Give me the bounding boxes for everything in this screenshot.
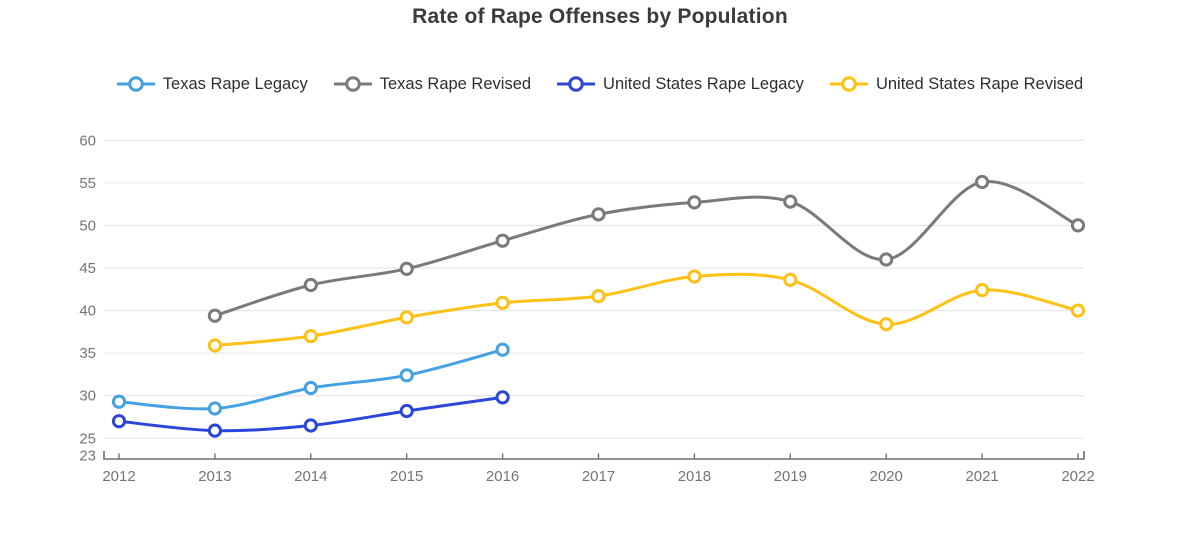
x-tick-label-2017: 2017 xyxy=(582,468,615,485)
x-tick-label-2018: 2018 xyxy=(678,468,711,485)
chart-title: Rate of Rape Offenses by Population xyxy=(412,5,788,28)
point-texas-rape-revised-2022 xyxy=(1070,218,1086,233)
point-united-states-rape-revised-2013 xyxy=(207,338,222,353)
point-texas-rape-legacy-2016 xyxy=(495,342,510,357)
legend-item-united-states-rape-revised[interactable]: United States Rape Revised xyxy=(829,74,1084,94)
legend-item-texas-rape-revised[interactable]: Texas Rape Revised xyxy=(333,74,532,94)
y-tick-label-25: 25 xyxy=(79,430,96,447)
x-tick-label-2012: 2012 xyxy=(102,468,135,485)
point-united-states-rape-revised-2014 xyxy=(303,329,318,344)
legend-item-united-states-rape-legacy[interactable]: United States Rape Legacy xyxy=(557,74,804,94)
x-tick-label-2021: 2021 xyxy=(965,468,998,485)
x-tick-label-2013: 2013 xyxy=(198,468,231,485)
point-united-states-rape-legacy-2012 xyxy=(111,414,127,429)
x-tick-label-2015: 2015 xyxy=(390,468,423,485)
point-united-states-rape-revised-2022 xyxy=(1070,303,1086,318)
point-united-states-rape-legacy-2016 xyxy=(495,390,510,405)
legend-item-texas-rape-legacy[interactable]: Texas Rape Legacy xyxy=(116,74,308,94)
y-tick-label-23: 23 xyxy=(79,447,96,464)
point-texas-rape-legacy-2015 xyxy=(399,368,414,383)
point-texas-rape-legacy-2014 xyxy=(303,380,318,396)
point-texas-rape-revised-2015 xyxy=(399,261,414,276)
y-tick-label-50: 50 xyxy=(79,217,96,234)
point-united-states-rape-legacy-2014 xyxy=(303,418,318,433)
point-united-states-rape-legacy-2015 xyxy=(399,403,414,419)
point-united-states-rape-revised-2019 xyxy=(783,272,798,287)
legend-marker-icon xyxy=(557,76,596,92)
point-texas-rape-revised-2013 xyxy=(207,308,222,323)
point-united-states-rape-revised-2018 xyxy=(687,269,702,284)
point-united-states-rape-revised-2021 xyxy=(975,283,990,298)
point-united-states-rape-revised-2016 xyxy=(495,295,510,310)
legend-marker-icon xyxy=(333,76,372,92)
point-united-states-rape-revised-2017 xyxy=(591,289,606,304)
series-line-united-states-rape-revised xyxy=(213,272,1080,347)
point-texas-rape-revised-2018 xyxy=(687,195,702,210)
x-tick-label-2014: 2014 xyxy=(294,468,327,485)
point-united-states-rape-revised-2015 xyxy=(399,310,414,325)
point-texas-rape-revised-2020 xyxy=(879,252,894,267)
y-tick-label-60: 60 xyxy=(79,132,96,149)
x-tick-label-2020: 2020 xyxy=(870,468,903,485)
x-axis-line xyxy=(103,451,1085,460)
legend-label: United States Rape Legacy xyxy=(603,74,804,93)
point-texas-rape-revised-2017 xyxy=(591,207,606,222)
point-texas-rape-legacy-2013 xyxy=(207,401,222,416)
point-texas-rape-revised-2019 xyxy=(783,194,798,209)
legend-label: Texas Rape Legacy xyxy=(162,74,308,93)
x-tick-label-2019: 2019 xyxy=(774,468,807,485)
y-tick-label-30: 30 xyxy=(79,388,96,405)
point-united-states-rape-revised-2020 xyxy=(879,317,894,332)
legend: Texas Rape Legacy Texas Rape Revised Unite… xyxy=(0,74,1200,94)
x-tick-label-2016: 2016 xyxy=(486,468,519,485)
point-texas-rape-revised-2016 xyxy=(495,233,510,248)
x-tick-label-2022: 2022 xyxy=(1061,468,1094,485)
legend-label: United States Rape Revised xyxy=(875,74,1084,93)
legend-marker-icon xyxy=(829,76,868,92)
legend-marker-icon xyxy=(116,76,155,92)
point-united-states-rape-legacy-2013 xyxy=(207,423,222,438)
y-tick-label-45: 45 xyxy=(79,260,96,277)
y-tick-label-35: 35 xyxy=(79,345,96,362)
legend-label: Texas Rape Revised xyxy=(379,74,532,93)
point-texas-rape-legacy-2012 xyxy=(111,394,127,409)
point-texas-rape-revised-2014 xyxy=(303,277,318,293)
series-line-texas-rape-revised xyxy=(213,180,1080,318)
y-tick-label-40: 40 xyxy=(79,303,96,320)
series-line-texas-rape-legacy xyxy=(117,348,505,411)
y-tick-label-55: 55 xyxy=(79,175,96,192)
point-texas-rape-revised-2021 xyxy=(975,174,990,190)
